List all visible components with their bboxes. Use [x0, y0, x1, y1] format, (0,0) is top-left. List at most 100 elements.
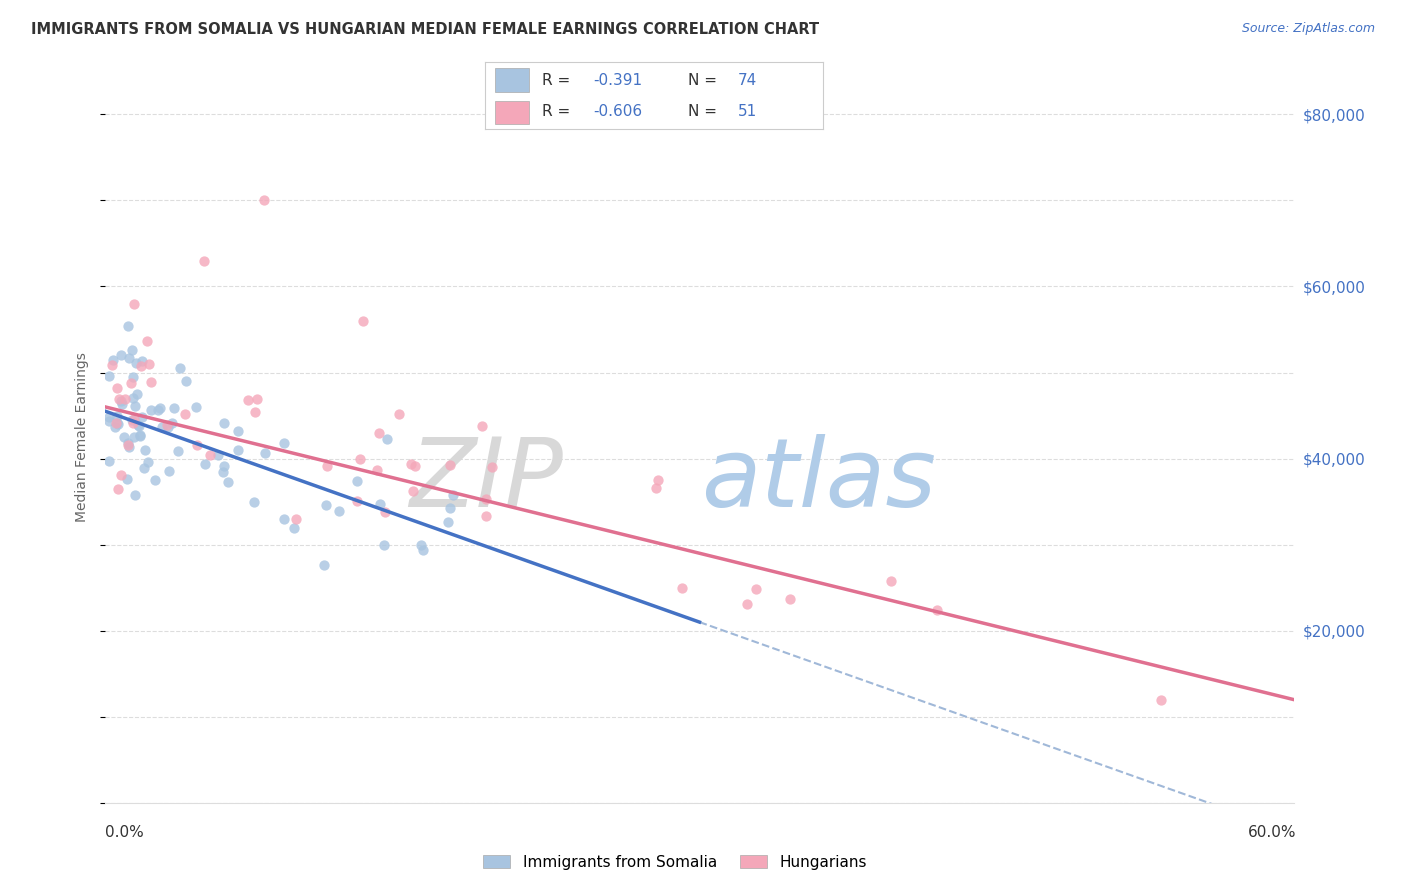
- Point: [98, 409, 121, 424]
- Point: [349, 452, 371, 467]
- Point: [162, 416, 184, 430]
- Point: [122, 430, 145, 444]
- Text: -0.391: -0.391: [593, 73, 643, 88]
- Legend: Immigrants from Somalia, Hungarians: Immigrants from Somalia, Hungarians: [475, 847, 875, 877]
- Point: [243, 495, 266, 509]
- Point: [107, 482, 129, 496]
- Point: [226, 442, 249, 457]
- Point: [125, 387, 148, 401]
- Point: [134, 442, 156, 457]
- Point: [214, 417, 236, 431]
- Point: [316, 458, 339, 473]
- Point: [121, 343, 143, 357]
- Point: [150, 420, 173, 434]
- Point: [122, 391, 145, 405]
- Point: [645, 481, 668, 495]
- Point: [117, 440, 139, 454]
- Point: [125, 356, 148, 370]
- Point: [118, 351, 141, 365]
- Text: R =: R =: [543, 73, 575, 88]
- Point: [441, 488, 464, 502]
- Point: [1149, 692, 1171, 706]
- Point: [138, 357, 160, 371]
- Point: [139, 375, 162, 389]
- Point: [368, 497, 391, 511]
- Point: [880, 574, 903, 588]
- Point: [110, 394, 132, 409]
- Point: [122, 412, 145, 426]
- Point: [198, 448, 221, 462]
- Point: [122, 297, 145, 311]
- FancyBboxPatch shape: [495, 69, 529, 92]
- Point: [127, 417, 149, 432]
- Point: [104, 419, 127, 434]
- Point: [120, 376, 142, 391]
- FancyBboxPatch shape: [495, 101, 529, 124]
- Point: [328, 504, 350, 518]
- Point: [399, 457, 422, 471]
- Point: [110, 348, 132, 362]
- Point: [402, 484, 425, 499]
- Point: [173, 408, 195, 422]
- Text: Source: ZipAtlas.com: Source: ZipAtlas.com: [1241, 22, 1375, 36]
- Point: [128, 428, 150, 442]
- Point: [98, 368, 121, 383]
- Point: [132, 461, 155, 475]
- Point: [128, 429, 150, 443]
- Point: [211, 465, 233, 479]
- Point: [139, 403, 162, 417]
- Point: [315, 498, 337, 512]
- Text: ZIP: ZIP: [409, 434, 562, 527]
- Text: R =: R =: [543, 104, 575, 120]
- Point: [149, 401, 172, 416]
- Point: [121, 413, 143, 427]
- Point: [115, 471, 138, 485]
- Point: [439, 458, 461, 473]
- Point: [114, 392, 136, 406]
- Point: [157, 464, 180, 478]
- Point: [163, 401, 186, 416]
- Point: [346, 493, 368, 508]
- Point: [136, 455, 159, 469]
- Point: [373, 538, 395, 552]
- Point: [121, 370, 143, 384]
- Point: [346, 474, 368, 488]
- Point: [167, 444, 190, 458]
- Point: [375, 433, 398, 447]
- Point: [186, 438, 208, 452]
- Point: [131, 354, 153, 368]
- Y-axis label: Median Female Earnings: Median Female Earnings: [76, 352, 90, 522]
- Point: [135, 334, 157, 348]
- Point: [243, 405, 266, 419]
- Point: [366, 463, 388, 477]
- Text: N =: N =: [688, 73, 721, 88]
- Point: [273, 435, 295, 450]
- Point: [124, 488, 146, 502]
- Point: [217, 475, 239, 489]
- Point: [285, 512, 308, 526]
- Point: [474, 509, 496, 524]
- Point: [273, 512, 295, 526]
- Point: [131, 409, 153, 424]
- Point: [157, 420, 180, 434]
- Point: [105, 409, 128, 423]
- Point: [169, 360, 191, 375]
- Point: [108, 392, 131, 406]
- Point: [283, 521, 305, 535]
- Point: [98, 414, 121, 428]
- Point: [374, 505, 396, 519]
- Point: [368, 425, 391, 440]
- Point: [104, 416, 127, 430]
- Point: [105, 417, 128, 431]
- Text: atlas: atlas: [700, 434, 936, 527]
- Point: [112, 430, 135, 444]
- Point: [117, 436, 139, 450]
- Point: [779, 592, 801, 607]
- Point: [174, 374, 197, 388]
- Point: [121, 416, 143, 430]
- Point: [409, 538, 432, 552]
- Point: [111, 396, 134, 410]
- Text: -0.606: -0.606: [593, 104, 643, 120]
- Point: [352, 314, 374, 328]
- Point: [404, 459, 426, 474]
